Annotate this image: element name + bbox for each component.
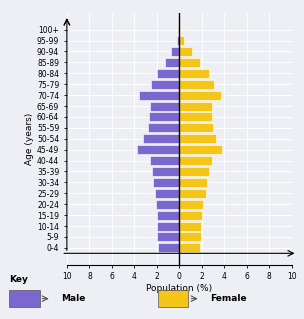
Bar [179, 189, 206, 198]
Y-axis label: Age (years): Age (years) [25, 113, 34, 165]
Bar [157, 211, 179, 219]
Bar [149, 113, 179, 122]
Bar [179, 36, 184, 45]
Bar [179, 233, 201, 241]
X-axis label: Population (%): Population (%) [146, 284, 212, 293]
Bar [156, 200, 179, 209]
Text: Key: Key [9, 275, 28, 284]
Bar [152, 167, 179, 176]
Bar [150, 156, 179, 165]
Bar [136, 145, 179, 154]
Bar [179, 47, 192, 56]
Bar [157, 69, 179, 78]
Bar [9, 290, 40, 307]
Bar [157, 233, 179, 241]
Bar [179, 101, 212, 110]
Bar [171, 47, 179, 56]
Bar [158, 290, 188, 307]
Bar [179, 156, 212, 165]
Bar [179, 123, 213, 132]
Bar [179, 178, 207, 187]
Bar [150, 101, 179, 110]
Bar [179, 243, 200, 252]
Bar [148, 123, 179, 132]
Bar [157, 222, 179, 231]
Bar [179, 211, 202, 219]
Bar [143, 134, 179, 143]
Bar [151, 80, 179, 89]
Bar [179, 222, 201, 231]
Bar [139, 91, 179, 100]
Bar [179, 58, 200, 67]
Bar [179, 134, 216, 143]
Bar [179, 91, 221, 100]
Text: Female: Female [210, 294, 246, 303]
Bar [179, 69, 209, 78]
Bar [158, 243, 179, 252]
Bar [177, 36, 179, 45]
Bar [155, 189, 179, 198]
Bar [179, 167, 209, 176]
Bar [179, 25, 181, 34]
Bar [179, 145, 222, 154]
Bar [154, 178, 179, 187]
Bar [165, 58, 179, 67]
Bar [179, 200, 203, 209]
Bar [179, 80, 214, 89]
Bar [178, 25, 179, 34]
Text: Male: Male [61, 294, 85, 303]
Bar [179, 113, 212, 122]
